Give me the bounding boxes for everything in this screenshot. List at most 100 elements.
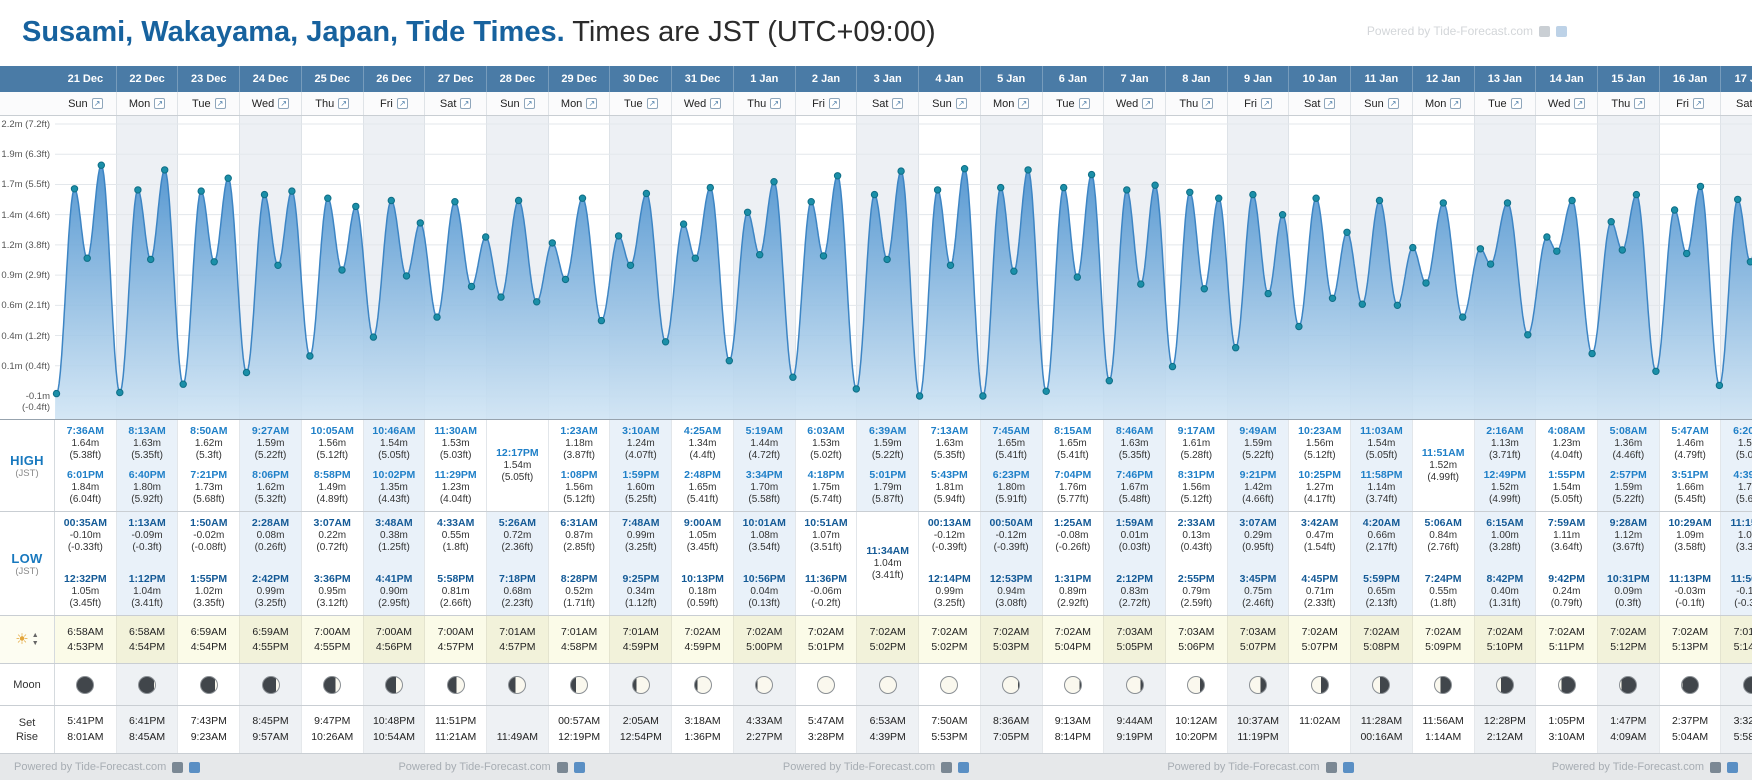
date-header-cell[interactable]: 26 Dec xyxy=(364,66,426,92)
day-link[interactable]: Sun ↗ xyxy=(487,92,549,115)
day-link[interactable]: Sat↗ xyxy=(1289,92,1352,115)
expand-day-icon[interactable]: ↗ xyxy=(1142,98,1154,109)
twitter-icon[interactable] xyxy=(189,761,201,773)
date-header-cell[interactable]: 1 Jan xyxy=(734,66,796,92)
date-header-cell[interactable]: 12 Jan xyxy=(1413,66,1475,92)
date-header-cell[interactable]: 11 Jan xyxy=(1351,66,1413,92)
expand-day-icon[interactable]: ↗ xyxy=(338,98,350,109)
expand-day-icon[interactable]: ↗ xyxy=(154,98,166,109)
expand-day-icon[interactable]: ↗ xyxy=(278,98,290,109)
moon-phase-cell xyxy=(1597,664,1660,705)
date-header-cell[interactable]: 21 Dec xyxy=(55,66,117,92)
facebook-icon[interactable] xyxy=(1709,761,1721,773)
facebook-icon[interactable] xyxy=(1539,25,1550,37)
date-header-cell[interactable]: 22 Dec xyxy=(117,66,179,92)
twitter-icon[interactable] xyxy=(1342,761,1354,773)
date-header-cell[interactable]: 16 Jan xyxy=(1660,66,1722,92)
expand-day-icon[interactable]: ↗ xyxy=(1450,98,1462,109)
expand-day-icon[interactable]: ↗ xyxy=(1574,98,1586,109)
day-link[interactable]: Mon ↗ xyxy=(549,92,611,115)
day-link[interactable]: Tue ↗ xyxy=(178,92,241,115)
day-link[interactable]: Sat↗ xyxy=(425,92,488,115)
twitter-icon[interactable] xyxy=(958,761,970,773)
twitter-icon[interactable] xyxy=(573,761,585,773)
date-header-cell[interactable]: 6 Jan xyxy=(1043,66,1105,92)
day-link[interactable]: Thu ↗ xyxy=(734,92,796,115)
facebook-icon[interactable] xyxy=(556,761,568,773)
date-header-cell[interactable]: 30 Dec xyxy=(610,66,673,92)
date-header-cell[interactable]: 14 Jan xyxy=(1536,66,1598,92)
facebook-icon[interactable] xyxy=(172,761,184,773)
day-link[interactable]: Fri ↗ xyxy=(364,92,426,115)
expand-day-icon[interactable]: ↗ xyxy=(828,98,840,109)
expand-day-icon[interactable]: ↗ xyxy=(1018,98,1030,109)
day-link[interactable]: Thu ↗ xyxy=(302,92,364,115)
expand-day-icon[interactable]: ↗ xyxy=(91,98,103,109)
day-link[interactable]: Wed ↗ xyxy=(1104,92,1166,115)
expand-day-icon[interactable]: ↗ xyxy=(955,98,967,109)
day-link[interactable]: Wed ↗ xyxy=(240,92,302,115)
expand-day-icon[interactable]: ↗ xyxy=(1634,98,1646,109)
date-header-cell[interactable]: 15 Jan xyxy=(1598,66,1660,92)
day-link[interactable]: Fri ↗ xyxy=(1228,92,1290,115)
date-header-cell[interactable]: 31 Dec xyxy=(672,66,734,92)
expand-day-icon[interactable]: ↗ xyxy=(1692,98,1704,109)
sunset-time: 5:09PM xyxy=(1425,640,1462,653)
date-header-cell[interactable]: 17 Jan xyxy=(1721,66,1752,92)
day-link[interactable]: Mon ↗ xyxy=(981,92,1043,115)
date-header-cell[interactable]: 25 Dec xyxy=(302,66,364,92)
date-header-cell[interactable]: 23 Dec xyxy=(178,66,241,92)
expand-day-icon[interactable]: ↗ xyxy=(1260,98,1272,109)
day-link[interactable]: Mon ↗ xyxy=(1413,92,1475,115)
facebook-icon[interactable] xyxy=(1325,761,1337,773)
twitter-icon[interactable] xyxy=(1726,761,1738,773)
expand-day-icon[interactable]: ↗ xyxy=(396,98,408,109)
day-link[interactable]: Tue ↗ xyxy=(1475,92,1537,115)
date-header-cell[interactable]: 3 Jan xyxy=(857,66,920,92)
expand-day-icon[interactable]: ↗ xyxy=(770,98,782,109)
date-header-cell[interactable]: 9 Jan xyxy=(1228,66,1290,92)
date-header-cell[interactable]: 24 Dec xyxy=(240,66,302,92)
expand-day-icon[interactable]: ↗ xyxy=(460,98,472,109)
expand-day-icon[interactable]: ↗ xyxy=(892,98,904,109)
day-link[interactable]: Fri ↗ xyxy=(1660,92,1722,115)
expand-day-icon[interactable]: ↗ xyxy=(214,98,226,109)
expand-day-icon[interactable]: ↗ xyxy=(1202,98,1214,109)
date-header-cell[interactable]: 4 Jan xyxy=(919,66,981,92)
date-header-cell[interactable]: 8 Jan xyxy=(1166,66,1228,92)
date-header-cell[interactable]: 27 Dec xyxy=(425,66,488,92)
day-link[interactable]: Sun ↗ xyxy=(55,92,117,115)
twitter-icon[interactable] xyxy=(1556,25,1567,37)
day-link[interactable]: Wed ↗ xyxy=(672,92,734,115)
day-link[interactable]: Sun ↗ xyxy=(919,92,981,115)
expand-day-icon[interactable]: ↗ xyxy=(1324,98,1336,109)
day-link[interactable]: Sat↗ xyxy=(1721,92,1752,115)
day-link[interactable]: Mon ↗ xyxy=(117,92,179,115)
facebook-icon[interactable] xyxy=(941,761,953,773)
expand-day-icon[interactable]: ↗ xyxy=(1078,98,1090,109)
date-header-cell[interactable]: 28 Dec xyxy=(487,66,549,92)
day-link[interactable]: Wed ↗ xyxy=(1536,92,1598,115)
day-link[interactable]: Thu ↗ xyxy=(1166,92,1228,115)
expand-day-icon[interactable]: ↗ xyxy=(710,98,722,109)
expand-day-icon[interactable]: ↗ xyxy=(1387,98,1399,109)
date-header-cell[interactable]: 5 Jan xyxy=(981,66,1043,92)
date-header-cell[interactable]: 2 Jan xyxy=(796,66,858,92)
date-header-cell[interactable]: 13 Jan xyxy=(1475,66,1537,92)
day-link[interactable]: Sun ↗ xyxy=(1351,92,1413,115)
day-link[interactable]: Tue ↗ xyxy=(610,92,673,115)
expand-day-icon[interactable]: ↗ xyxy=(646,98,658,109)
expand-day-icon[interactable]: ↗ xyxy=(1510,98,1522,109)
day-link[interactable]: Fri ↗ xyxy=(796,92,858,115)
date-header-cell[interactable]: 29 Dec xyxy=(549,66,611,92)
day-link[interactable]: Sat↗ xyxy=(857,92,920,115)
date-header-cell[interactable]: 10 Jan xyxy=(1289,66,1352,92)
sunset-time: 5:02PM xyxy=(869,640,906,653)
day-link[interactable]: Tue ↗ xyxy=(1043,92,1105,115)
date-header-cell[interactable]: 7 Jan xyxy=(1104,66,1166,92)
expand-day-icon[interactable]: ↗ xyxy=(523,98,535,109)
low-tide-entry: 10:01AM 1.08m (3.54ft) xyxy=(734,517,795,554)
day-link[interactable]: Thu ↗ xyxy=(1598,92,1660,115)
expand-day-icon[interactable]: ↗ xyxy=(586,98,598,109)
low-tide-height-m: 1.07m xyxy=(812,530,840,541)
